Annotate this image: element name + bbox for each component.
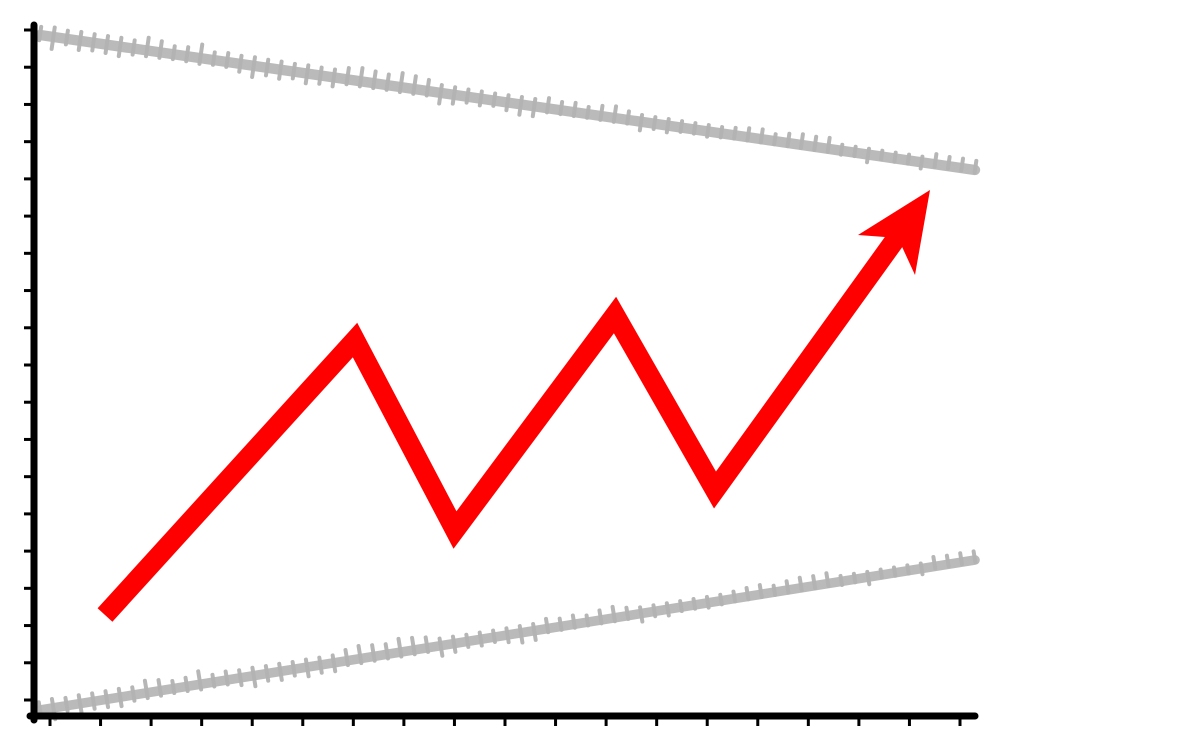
trend-line — [105, 222, 908, 615]
trend-arrow — [105, 190, 930, 615]
envelope-upper — [39, 27, 976, 173]
envelope-lower — [39, 551, 976, 719]
growth-diagram — [0, 0, 1200, 746]
axes — [24, 25, 975, 726]
